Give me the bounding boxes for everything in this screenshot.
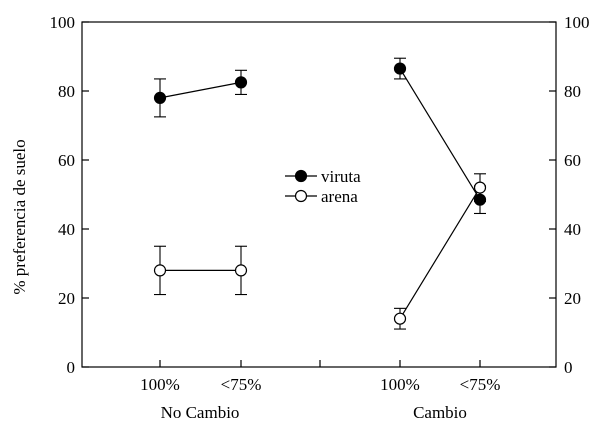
legend-label-viruta: viruta [321,167,361,186]
y-tick-label: 0 [67,358,76,377]
data-point-viruta [473,193,487,206]
x-axis: 100% <75% No Cambio 100% <75% Cambio [140,360,500,422]
series-line-viruta [159,81,242,99]
series-layer [153,57,487,330]
right-tick-label: 40 [564,220,581,239]
y-tick-label: 80 [58,82,75,101]
group-label: Cambio [413,403,467,422]
right-tick-label: 80 [564,82,581,101]
y-tick-label: 60 [58,151,75,170]
x-tick-label: <75% [221,375,262,394]
x-tick-label: <75% [460,375,501,394]
group-label: No Cambio [161,403,240,422]
right-tick-label: 20 [564,289,581,308]
y-tick-label: 100 [50,13,76,32]
right-tick-label: 60 [564,151,581,170]
left-axis: 0 20 40 60 80 100 [50,13,89,377]
data-point-arena [153,264,167,277]
legend-label-arena: arena [321,187,358,206]
legend-marker-viruta [294,169,308,183]
data-point-viruta [234,76,248,89]
legend-marker-arena [294,189,308,203]
data-point-viruta [153,91,167,105]
data-point-arena [393,312,407,325]
data-point-viruta [393,62,407,75]
series-line-viruta [399,68,481,200]
data-point-arena [473,181,487,194]
data-point-arena [234,264,248,277]
x-tick-label: 100% [140,375,180,394]
right-axis: 0 20 40 60 80 100 [549,13,590,377]
series-line-arena [399,187,481,320]
plot-frame [81,21,557,368]
y-tick-label: 20 [58,289,75,308]
y-tick-label: 40 [58,220,75,239]
x-tick-label: 100% [380,375,420,394]
y-axis-title: % preferencia de suelo [10,139,29,294]
right-tick-label: 0 [564,358,573,377]
right-tick-label: 100 [564,13,590,32]
